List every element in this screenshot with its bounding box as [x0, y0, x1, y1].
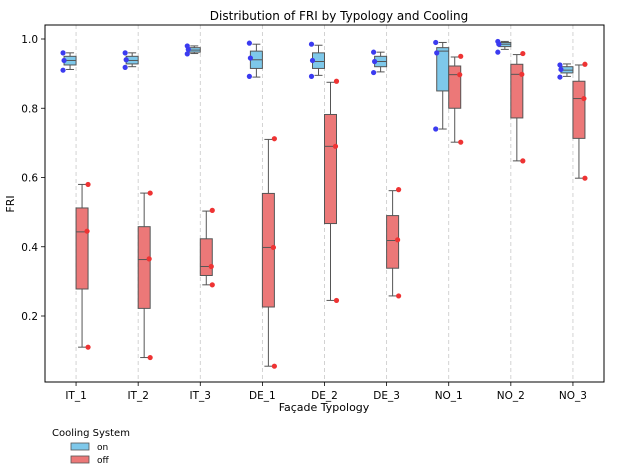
ticks-layer: IT_1 IT_2 IT_3 DE_1 DE_2 DE_3 NO_1 NO_2 NO_3 0.2 0…: [21, 34, 587, 402]
data-point-on: [60, 67, 66, 73]
data-point-on: [434, 50, 440, 56]
x-tick-label: DE_1: [249, 390, 276, 402]
box-off: [324, 113, 337, 225]
x-tick-label: IT_2: [127, 390, 148, 402]
data-point-off: [457, 72, 463, 78]
data-point-on: [558, 66, 564, 73]
y-tick-label: 0.8: [21, 103, 38, 115]
data-point-off: [520, 50, 526, 57]
data-point-off: [208, 263, 214, 270]
data-point-off: [581, 95, 587, 102]
data-point-on: [557, 74, 563, 80]
data-point-off: [582, 61, 588, 67]
data-point-off: [458, 139, 464, 145]
y-tick-label: 0.2: [21, 311, 38, 323]
y-tick-label: 0.6: [21, 173, 38, 185]
data-point-on: [61, 57, 67, 64]
data-point-on: [308, 73, 315, 79]
box-off: [75, 207, 89, 290]
data-point-on: [247, 55, 253, 61]
boxes-layer: [60, 38, 588, 369]
data-point-on: [184, 51, 190, 57]
data-point-on: [308, 41, 315, 47]
data-point-on: [122, 50, 128, 56]
box-off: [199, 238, 213, 276]
legend-title: Cooling System: [52, 428, 130, 439]
legend-swatch-on: [70, 442, 90, 451]
data-point-on: [557, 62, 563, 68]
data-point-on: [433, 39, 439, 46]
box-off: [261, 192, 275, 308]
y-tick-label: 0.4: [21, 242, 38, 254]
chart-title: Distribution of FRI by Typology and Cool…: [210, 9, 468, 23]
data-point-off: [396, 293, 402, 299]
data-point-on: [309, 57, 316, 64]
box-off: [510, 63, 524, 119]
box-off: [137, 226, 151, 309]
data-point-on: [371, 69, 377, 76]
data-point-off: [146, 256, 152, 262]
data-point-off: [582, 175, 588, 181]
y-axis-label: FRI: [4, 195, 17, 212]
data-point-off: [209, 207, 215, 213]
x-tick-label: IT_1: [65, 390, 86, 402]
data-point-off: [84, 228, 90, 234]
x-tick-label: DE_2: [311, 390, 338, 402]
legend-label-off: off: [97, 456, 110, 466]
data-point-off: [271, 363, 277, 369]
y-tick-label: 1.0: [21, 34, 38, 46]
data-point-off: [147, 354, 153, 361]
x-axis-label: Façade Typology: [279, 401, 370, 414]
x-tick-label: NO_2: [497, 390, 525, 402]
data-point-off: [333, 297, 340, 304]
data-point-on: [371, 49, 377, 55]
data-point-off: [458, 53, 464, 59]
x-tick-label: NO_1: [435, 390, 463, 402]
data-point-on: [372, 58, 378, 65]
data-point-off: [270, 244, 276, 251]
legend-swatch-off: [70, 455, 90, 464]
box-off: [572, 80, 586, 139]
x-tick-label: IT_3: [190, 390, 211, 402]
data-point-off: [395, 237, 401, 243]
data-point-off: [85, 181, 91, 188]
x-tick-label: NO_3: [559, 390, 587, 402]
data-point-off: [332, 143, 339, 149]
box-off: [448, 65, 462, 109]
data-point-on: [433, 126, 439, 132]
data-point-on: [122, 64, 128, 70]
data-point-off: [85, 344, 91, 350]
data-point-on: [246, 40, 252, 46]
x-tick-label: DE_3: [373, 390, 400, 402]
data-point-off: [271, 136, 277, 142]
data-point-off: [147, 190, 153, 196]
data-point-off: [333, 78, 340, 84]
data-point-off: [396, 187, 402, 193]
data-point-on: [184, 43, 190, 49]
data-point-on: [123, 57, 129, 63]
legend-label-on: on: [97, 443, 108, 453]
data-point-off: [519, 71, 525, 77]
legend: Cooling System on off: [52, 428, 130, 466]
data-point-off: [520, 158, 526, 164]
data-point-off: [209, 282, 215, 288]
data-point-on: [246, 73, 252, 79]
data-point-on: [60, 50, 66, 56]
data-point-on: [495, 49, 501, 55]
data-point-on: [495, 38, 501, 45]
